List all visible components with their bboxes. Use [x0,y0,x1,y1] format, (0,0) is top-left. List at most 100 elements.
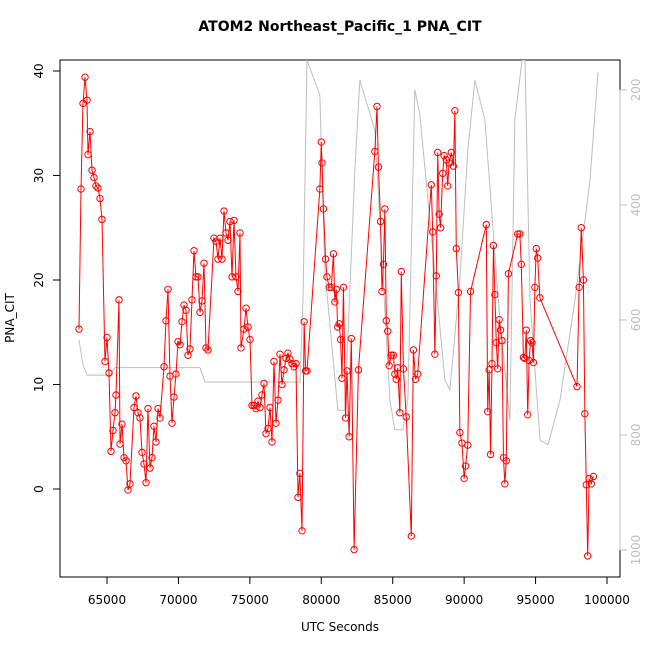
data-point [427,181,435,189]
data-point [280,366,288,374]
data-point [532,244,540,253]
data-point [90,173,98,182]
data-point [354,366,363,374]
data-point [268,438,276,446]
data-point [325,283,333,292]
data-point [402,413,410,421]
data-point [434,148,442,157]
data-point [399,365,408,373]
data-point [298,527,306,535]
data-point [116,440,124,448]
data-point [464,441,472,449]
data-point [266,403,274,412]
data-point [246,335,254,344]
data-point [192,273,200,281]
data-point [94,184,102,192]
x-tick-label: 75000 [231,593,269,607]
data-point [132,392,140,400]
data-point [582,481,590,489]
data-point [579,276,588,284]
data-point [204,346,212,354]
data-point [528,338,536,347]
data-point [323,273,331,281]
data-line [78,77,594,556]
data-point [300,318,308,326]
data-point [86,127,94,136]
data-point [382,317,390,325]
data-point [262,429,270,438]
data-point [274,396,282,404]
x-tick-label: 85000 [374,593,412,607]
data-point [345,433,353,441]
data-point [152,438,160,446]
data-point [584,552,592,560]
data-point [335,320,343,328]
data-point [218,255,226,263]
data-point [154,404,162,413]
data-point [198,297,206,305]
data-point [519,353,528,362]
data-point [498,336,506,345]
data-point [321,255,330,263]
data-point [140,460,148,468]
x-tick-label: 80000 [302,593,340,607]
data-point [461,462,470,470]
data-point [517,260,525,269]
data-point [488,359,496,368]
y-tick-label: 0 [32,485,46,493]
data-point [236,229,244,237]
data-point [180,301,188,309]
data-point [449,162,458,170]
data-point [494,365,502,373]
data-point [407,532,415,540]
data-point [105,369,113,377]
data-point [531,283,539,292]
data-point [176,341,184,349]
data-point [589,472,598,481]
data-point [451,106,459,115]
x-tick-label: 70000 [159,593,197,607]
data-point [436,224,445,232]
data-point [318,159,326,167]
data-point [575,283,583,292]
data-point [256,403,264,412]
data-point [525,356,533,365]
data-point [339,283,348,292]
data-point [514,230,522,238]
data-point [373,102,381,111]
data-point [484,407,492,416]
data-point [148,453,156,462]
data-point [134,409,142,417]
data-point [454,288,463,297]
data-point [577,224,585,232]
y2-tick-label: 600 [629,308,643,331]
data-point [581,410,589,418]
data-point [529,358,538,367]
y2-tick-label: 1000 [629,535,643,566]
data-point [338,374,346,382]
data-point [341,414,350,422]
data-point [103,333,111,342]
y2-tick-label: 400 [629,193,643,216]
data-point [101,357,109,366]
data-point [237,344,245,352]
data-point [107,447,115,456]
data-point [81,73,89,81]
data-point [228,273,236,281]
data-point [376,217,385,226]
data-point [409,346,418,354]
data-point [84,150,92,159]
data-point [343,367,351,375]
data-point [429,228,437,236]
data-point [385,361,393,370]
data-point [146,464,154,472]
data-point [260,379,268,388]
data-point [501,480,509,488]
data-point [524,411,532,419]
data-point [332,285,340,294]
data-point [220,207,228,215]
data-point [394,364,402,372]
data-point [389,351,398,359]
x-tick-label: 100000 [584,593,630,607]
